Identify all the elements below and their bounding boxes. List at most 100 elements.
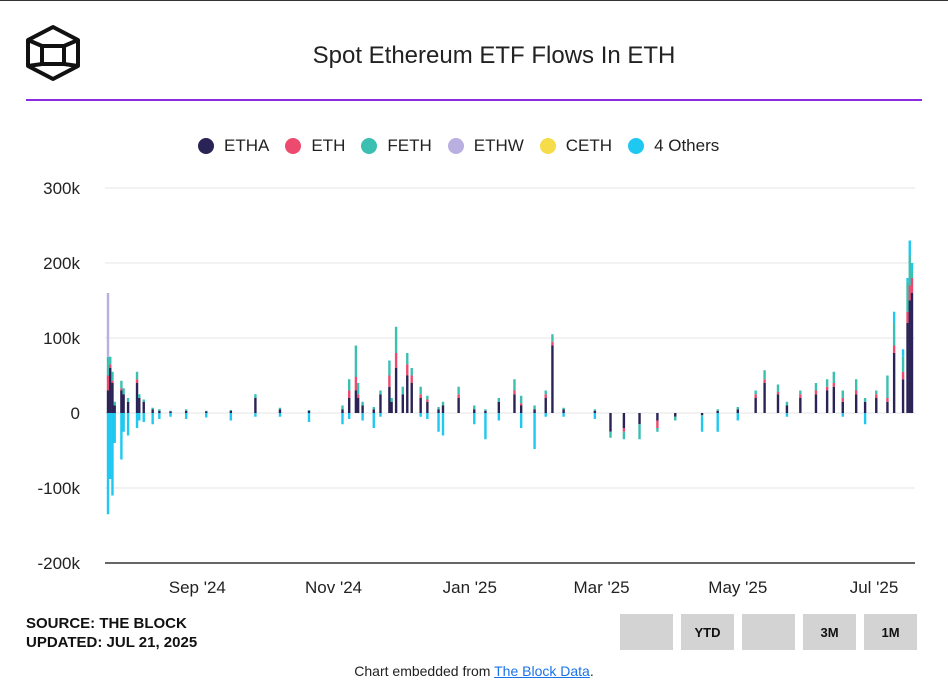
bar-etha [372, 409, 375, 413]
bar-etha [622, 413, 626, 428]
bar-4-others [278, 413, 282, 417]
bar-4-others [906, 278, 909, 282]
bar-4-others [519, 413, 523, 428]
bar-feth [111, 371, 114, 381]
bar-4-others [533, 413, 536, 449]
bar-eth [776, 392, 780, 395]
bar-4-others [372, 413, 375, 428]
bar-feth [205, 410, 208, 412]
bar-etha [441, 405, 445, 413]
bar-feth [593, 409, 597, 411]
bar-etha [825, 390, 829, 413]
bar-etha [551, 345, 554, 413]
bar-etha [785, 405, 789, 413]
bar-etha [109, 368, 112, 413]
bar-4-others [544, 413, 547, 417]
bar-etha [700, 413, 704, 416]
bar-etha [390, 401, 393, 413]
legend-label: ETH [311, 136, 346, 155]
bar-4-others [126, 413, 130, 436]
bar-feth [419, 386, 422, 395]
bar-4-others [863, 413, 867, 425]
bar-feth [622, 431, 626, 440]
y-tick-label: 100k [43, 329, 80, 348]
legend-item-ethw[interactable]: ETHW [447, 136, 524, 156]
bar-etha [910, 293, 914, 413]
bar-eth [901, 371, 905, 380]
bar-eth [832, 383, 836, 387]
bar-etha [457, 398, 460, 413]
bar-etha [854, 394, 858, 413]
bar-feth [736, 407, 739, 410]
bar-feth [138, 394, 141, 398]
legend-label: ETHW [473, 136, 524, 155]
bar-eth [892, 345, 896, 353]
bar-eth [622, 428, 626, 432]
bar-feth [854, 379, 858, 391]
bar-feth [906, 281, 909, 312]
legend-item-ceth[interactable]: CETH [539, 136, 612, 156]
bar-ethw [106, 293, 110, 357]
bar-feth [754, 390, 757, 395]
bar-feth [533, 405, 536, 410]
range-button-3m[interactable]: 3M [803, 614, 856, 650]
bar-etha [361, 405, 364, 413]
bar-4-others [184, 413, 188, 419]
range-button-3[interactable] [742, 614, 795, 650]
bar-feth [716, 409, 719, 411]
bar-etha [348, 398, 351, 413]
legend-item-4-others[interactable]: 4 Others [628, 136, 719, 156]
bar-4-others [419, 413, 422, 417]
bar-feth [437, 407, 440, 410]
bar-4-others [151, 413, 154, 425]
bar-4-others [908, 240, 911, 256]
range-button-ytd[interactable]: YTD [681, 614, 734, 650]
the-block-logo-icon[interactable] [24, 24, 82, 82]
legend-item-feth[interactable]: FETH [361, 136, 432, 156]
bar-feth [356, 383, 360, 395]
bar-4-others [106, 413, 110, 515]
bar-eth [513, 390, 516, 395]
bar-4-others [120, 413, 123, 460]
bar-etha [799, 398, 802, 413]
bar-4-others [254, 413, 257, 417]
bar-eth [120, 388, 123, 391]
legend-label: FETH [387, 136, 432, 155]
title-accent-line [26, 99, 922, 101]
bar-feth [348, 379, 351, 391]
bar-etha [401, 394, 404, 413]
bar-etha [609, 413, 612, 432]
bar-eth [754, 394, 757, 398]
bar-feth [656, 428, 659, 432]
bar-feth [120, 380, 123, 389]
legend-item-etha[interactable]: ETHA [198, 136, 269, 156]
bar-feth [126, 398, 130, 402]
range-button-1m[interactable]: 1M [864, 614, 917, 650]
bar-feth [307, 410, 311, 411]
embed-prefix: Chart embedded from [354, 663, 495, 679]
bar-feth [763, 370, 766, 380]
bar-eth [551, 341, 554, 346]
bar-eth [906, 311, 909, 323]
bar-feth [484, 409, 487, 411]
bar-etha [863, 401, 867, 413]
bar-etha [638, 413, 641, 425]
bar-etha [341, 409, 344, 413]
bar-etha [832, 386, 836, 413]
bar-4-others [379, 413, 382, 417]
the-block-data-link[interactable]: The Block Data [494, 663, 590, 679]
legend-item-eth[interactable]: ETH [285, 136, 345, 156]
bar-eth [109, 364, 112, 368]
bar-eth [841, 398, 844, 402]
bar-etha [151, 409, 154, 413]
bar-eth [410, 375, 413, 383]
bar-4-others [700, 416, 704, 432]
y-tick-label: 200k [43, 254, 80, 273]
x-tick-label: May '25 [708, 578, 767, 597]
bar-4-others [205, 413, 208, 418]
range-button-1[interactable] [620, 614, 673, 650]
bar-feth [457, 386, 460, 395]
bar-eth [106, 375, 110, 391]
bar-etha [908, 300, 911, 413]
bar-etha [473, 409, 476, 413]
